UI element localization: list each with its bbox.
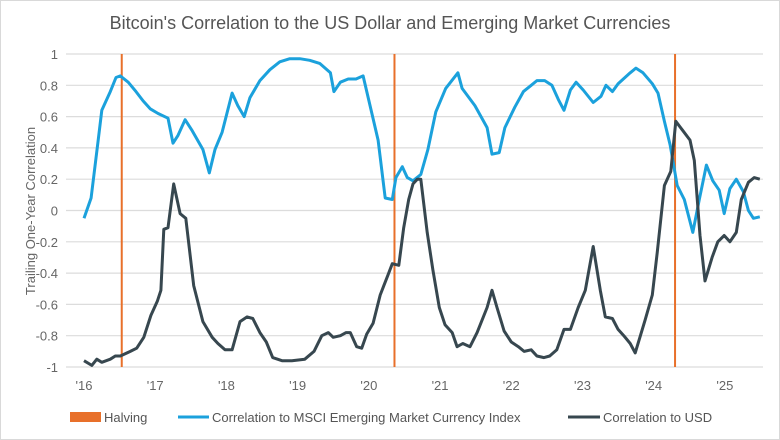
- y-tick-label: -1: [46, 360, 58, 375]
- x-tick-label: '20: [360, 378, 377, 393]
- y-tick-label: 0.2: [40, 172, 58, 187]
- legend-label-em: Correlation to MSCI Emerging Market Curr…: [212, 410, 521, 425]
- y-tick-label: -0.6: [36, 297, 58, 312]
- legend-label-halving: Halving: [104, 410, 147, 425]
- y-tick-label: 0: [51, 204, 58, 219]
- x-tick-label: '22: [503, 378, 520, 393]
- x-tick-label: '16: [76, 378, 93, 393]
- x-tick-label: '19: [289, 378, 306, 393]
- legend-label-usd: Correlation to USD: [603, 410, 712, 425]
- series-line-em-currency: [82, 57, 761, 234]
- x-tick-label: '17: [147, 378, 164, 393]
- series-line-usd: [83, 119, 761, 367]
- y-tick-label: 0.8: [40, 78, 58, 93]
- y-tick-label: 1: [51, 47, 58, 62]
- legend: Halving Correlation to MSCI Emerging Mar…: [70, 410, 712, 425]
- y-axis-label: Trailing One-Year Correlation: [23, 127, 38, 295]
- y-tick-label: -0.2: [36, 235, 58, 250]
- x-tick-label: '23: [574, 378, 591, 393]
- y-tick-label: -0.8: [36, 329, 58, 344]
- x-tick-label: '25: [716, 378, 733, 393]
- y-tick-label: 0.4: [40, 141, 58, 156]
- y-tick-label: 0.6: [40, 110, 58, 125]
- legend-swatch-halving: [70, 412, 101, 422]
- x-tick-label: '21: [432, 378, 449, 393]
- x-tick-label: '24: [645, 378, 662, 393]
- x-tick-label: '18: [218, 378, 235, 393]
- chart-title: Bitcoin's Correlation to the US Dollar a…: [110, 13, 671, 33]
- y-tick-label: -0.4: [36, 266, 58, 281]
